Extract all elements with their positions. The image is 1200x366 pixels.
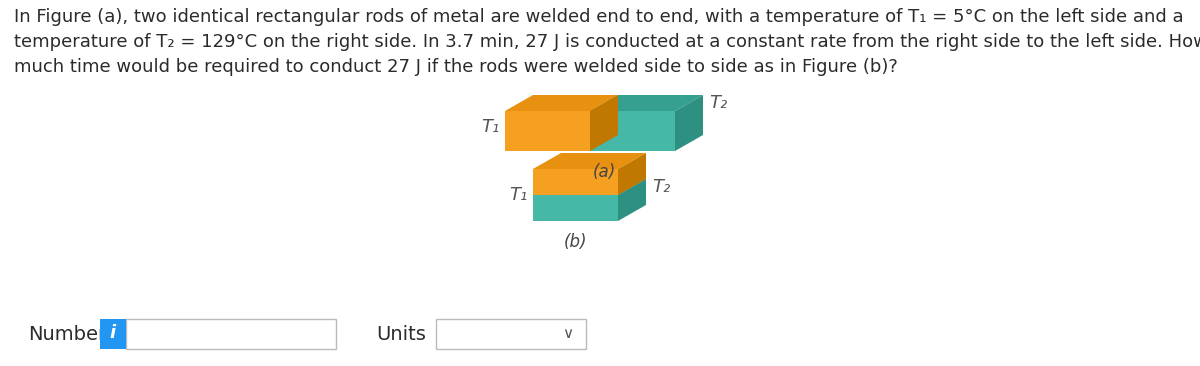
Polygon shape bbox=[674, 95, 703, 151]
Polygon shape bbox=[590, 111, 674, 151]
Text: In Figure (a), two identical rectangular rods of metal are welded end to end, wi: In Figure (a), two identical rectangular… bbox=[14, 8, 1183, 26]
Text: T₁: T₁ bbox=[509, 186, 527, 204]
Polygon shape bbox=[505, 95, 618, 111]
Text: much time would be required to conduct 27 J if the rods were welded side to side: much time would be required to conduct 2… bbox=[14, 58, 898, 76]
Polygon shape bbox=[533, 195, 618, 221]
FancyBboxPatch shape bbox=[126, 319, 336, 349]
Polygon shape bbox=[618, 153, 646, 195]
Text: Units: Units bbox=[376, 325, 426, 344]
Polygon shape bbox=[533, 179, 646, 195]
Text: ∨: ∨ bbox=[563, 326, 574, 341]
Text: (b): (b) bbox=[564, 233, 587, 251]
Polygon shape bbox=[533, 169, 618, 195]
FancyBboxPatch shape bbox=[100, 319, 126, 349]
Polygon shape bbox=[505, 111, 590, 151]
Polygon shape bbox=[618, 179, 646, 221]
Text: T₂: T₂ bbox=[709, 94, 727, 112]
Polygon shape bbox=[590, 95, 618, 151]
Polygon shape bbox=[590, 95, 703, 111]
Text: Number: Number bbox=[28, 325, 106, 344]
FancyBboxPatch shape bbox=[436, 319, 586, 349]
Text: temperature of T₂ = 129°C on the right side. In 3.7 min, 27 J is conducted at a : temperature of T₂ = 129°C on the right s… bbox=[14, 33, 1200, 51]
Text: T₁: T₁ bbox=[481, 118, 499, 136]
Polygon shape bbox=[533, 153, 646, 169]
Text: i: i bbox=[110, 324, 116, 342]
Text: (a): (a) bbox=[593, 163, 616, 181]
Text: T₂: T₂ bbox=[652, 178, 671, 196]
